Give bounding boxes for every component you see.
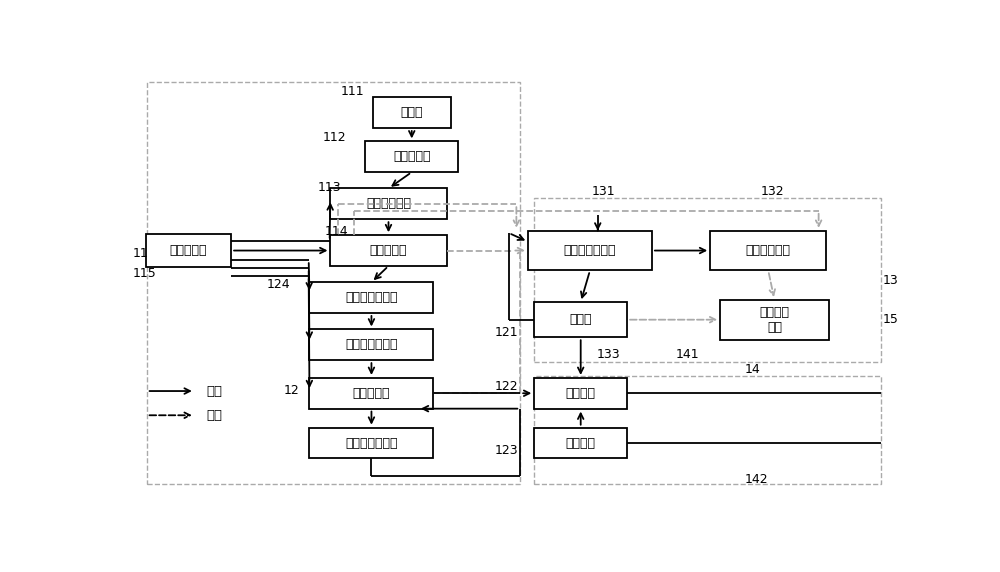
Bar (534, 302, 627, 337)
Bar (309, 282, 433, 313)
Text: 121: 121 (495, 327, 518, 339)
Text: 还原塔: 还原塔 (569, 313, 592, 326)
Text: 冷凝收础装置: 冷凝收础装置 (746, 244, 791, 257)
Bar (146, 234, 231, 267)
Bar (365, 141, 458, 172)
Text: 14: 14 (745, 363, 761, 376)
Text: 122: 122 (495, 380, 518, 393)
Bar (330, 188, 447, 219)
Text: 133: 133 (596, 348, 620, 362)
Text: 132: 132 (761, 185, 784, 198)
Text: 124: 124 (267, 278, 290, 291)
Text: 破碎机: 破碎机 (400, 106, 423, 119)
Text: 气态: 气态 (206, 409, 222, 422)
Text: 12: 12 (284, 384, 300, 396)
Bar (528, 231, 652, 271)
Text: 燃烧机构: 燃烧机构 (566, 436, 596, 450)
Bar (309, 329, 433, 360)
Text: 尾气净化
系统: 尾气净化 系统 (759, 305, 789, 333)
Text: 原料进料机构: 原料进料机构 (366, 197, 411, 210)
Text: 高温气固分离塔: 高温气固分离塔 (564, 244, 616, 257)
Text: 141: 141 (675, 348, 699, 362)
Text: 112: 112 (323, 132, 346, 144)
Text: 添加剂进料机构: 添加剂进料机构 (345, 291, 398, 304)
Bar (373, 97, 450, 128)
Bar (534, 378, 627, 408)
Text: 142: 142 (745, 472, 769, 486)
Text: 111: 111 (340, 85, 364, 98)
Bar (534, 428, 627, 458)
Bar (534, 376, 881, 483)
Bar (330, 235, 447, 266)
Text: 固态: 固态 (206, 384, 222, 398)
Text: 15: 15 (883, 313, 899, 326)
Bar (710, 231, 826, 271)
Text: 烟气母管: 烟气母管 (566, 387, 596, 400)
Bar (720, 300, 829, 340)
Bar (309, 428, 433, 458)
Text: 131: 131 (592, 185, 615, 198)
Text: 热解料出料机构: 热解料出料机构 (345, 436, 398, 450)
Text: 114: 114 (325, 225, 349, 238)
Text: 热解料进料机构: 热解料进料机构 (345, 338, 398, 351)
Text: 11: 11 (133, 247, 148, 260)
Text: 高温热解炉: 高温热解炉 (353, 387, 390, 400)
Bar (309, 378, 433, 408)
Text: 115: 115 (133, 267, 156, 280)
Text: 123: 123 (495, 444, 518, 457)
Bar (147, 82, 520, 483)
Text: 原料混合机: 原料混合机 (393, 150, 430, 163)
Text: 低温热解炉: 低温热解炉 (370, 244, 407, 257)
Bar (534, 198, 881, 362)
Text: 氮气制造机: 氮气制造机 (170, 244, 207, 257)
Text: 13: 13 (883, 273, 899, 287)
Text: 113: 113 (317, 181, 341, 194)
